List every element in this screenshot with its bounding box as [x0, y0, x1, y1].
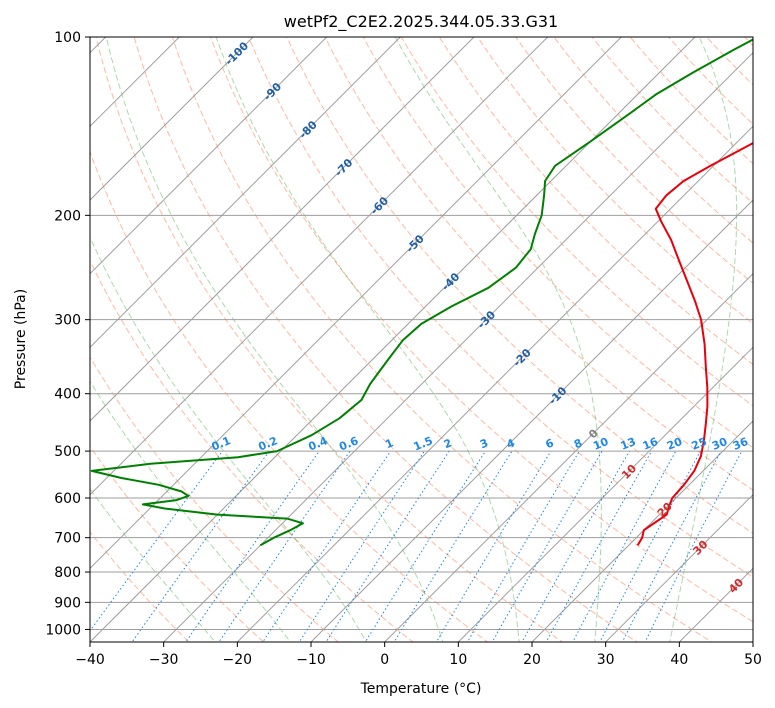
mixing-ratio-label: 2 [442, 436, 454, 451]
y-tick-label: 1000 [45, 622, 81, 638]
mixing-ratio-line [466, 450, 580, 642]
isotherms [90, 37, 753, 642]
mixing-ratio-label: 30 [710, 435, 729, 453]
mixing-ratio-line [545, 450, 653, 642]
mixing-ratio-label: 25 [690, 435, 709, 453]
isotherm-line [457, 346, 753, 642]
y-tick-label: 300 [54, 313, 81, 329]
isotherm-line [310, 199, 753, 642]
dry-adiabat [210, 37, 753, 623]
isotherm-line [604, 493, 753, 642]
isotherm-line [90, 37, 696, 642]
y-tick-label: 100 [54, 30, 81, 46]
y-tick-label: 400 [54, 387, 81, 403]
x-axis-label: Temperature (°C) [360, 681, 482, 697]
isotherm-line [90, 37, 475, 422]
mixing-ratio-label: 13 [619, 435, 638, 453]
dewpoint-profile-line [90, 38, 753, 547]
moist-adiabat [215, 37, 520, 642]
y-tick-label: 600 [54, 491, 81, 507]
x-tick-label: −30 [149, 652, 179, 668]
y-tick-label: 500 [54, 444, 81, 460]
mixing-ratio-label: 10 [591, 435, 610, 453]
x-tick-label: 30 [597, 652, 615, 668]
x-tick-label: −20 [223, 652, 253, 668]
isotherm-line [90, 37, 181, 128]
plot-frame [89, 36, 754, 643]
x-tick-label: −10 [296, 652, 326, 668]
x-tick-label: 50 [744, 652, 762, 668]
mixing-ratio-label: 16 [641, 435, 660, 453]
x-tick-label: −40 [75, 652, 105, 668]
isotherm-line [90, 37, 328, 275]
x-tick-label: 40 [670, 652, 688, 668]
x-tick-label: 10 [449, 652, 467, 668]
mixing-ratio-line [218, 450, 351, 642]
dry-adiabat [95, 37, 564, 642]
profile-series [90, 38, 753, 547]
isotherm-line [90, 37, 623, 570]
dry-adiabat [90, 150, 489, 642]
mixing-ratio-line [298, 450, 425, 642]
x-axis-ticks: −40 −30 −20 −10 0 10 20 30 40 50 [75, 642, 762, 668]
x-tick-label: 20 [523, 652, 541, 668]
y-tick-label: 800 [54, 565, 81, 581]
mixing-ratio-line [185, 450, 320, 642]
isotherm-line [90, 37, 402, 349]
mixing-ratio-label: 20 [665, 435, 684, 453]
isotherm-line [236, 125, 753, 642]
isotherm-line [90, 37, 549, 496]
y-tick-label: 700 [54, 531, 81, 547]
dry-adiabat [286, 37, 753, 534]
dry-adiabat [133, 37, 638, 642]
mixing-ratio-line [262, 450, 392, 642]
dry-adiabat [90, 531, 190, 642]
dry-adiabat [171, 37, 713, 642]
isotherm-line [162, 51, 753, 642]
isotherm-line [383, 272, 753, 642]
dry-adiabat [324, 37, 753, 491]
y-tick-label: 900 [54, 595, 81, 611]
dry-adiabat [90, 259, 414, 642]
y-axis-ticks: 100 200 300 400 500 600 700 800 900 1000 [45, 30, 90, 638]
x-tick-label: 0 [380, 652, 389, 668]
mixing-ratio-line [644, 450, 743, 642]
dry-adiabat [90, 445, 265, 642]
temperature-profile-line [636, 141, 753, 546]
mixing-ratio-lines [90, 450, 743, 642]
dry-adiabat [438, 37, 753, 366]
y-tick-label: 200 [54, 208, 81, 224]
isotherm-line [531, 420, 753, 642]
dry-adiabat [629, 37, 753, 165]
y-axis-label: Pressure (hPa) [13, 289, 29, 389]
mixing-ratio-label: 1 [383, 436, 395, 451]
mixing-ratio-line [435, 450, 552, 642]
chart-title: wetPf2_C2E2.2025.344.05.33.G31 [284, 12, 558, 32]
isobars [90, 37, 753, 630]
moist-adiabat [669, 37, 738, 642]
mixing-ratio-line [131, 450, 270, 642]
dry-adiabat [400, 37, 753, 407]
mixing-ratio-label: 3 [478, 436, 490, 451]
isotherm-line [90, 37, 254, 201]
mixing-ratio-label: 36 [731, 435, 750, 453]
mixing-ratio-label: 8 [572, 436, 584, 451]
dry-adiabat [362, 37, 753, 449]
plot-area: 0.1 0.2 0.4 0.6 1 1.5 2 3 4 6 8 10 13 16 20 25 30 36-100-… [90, 37, 753, 642]
mixing-ratio-line [325, 450, 450, 642]
mixing-ratio-line [491, 450, 603, 642]
